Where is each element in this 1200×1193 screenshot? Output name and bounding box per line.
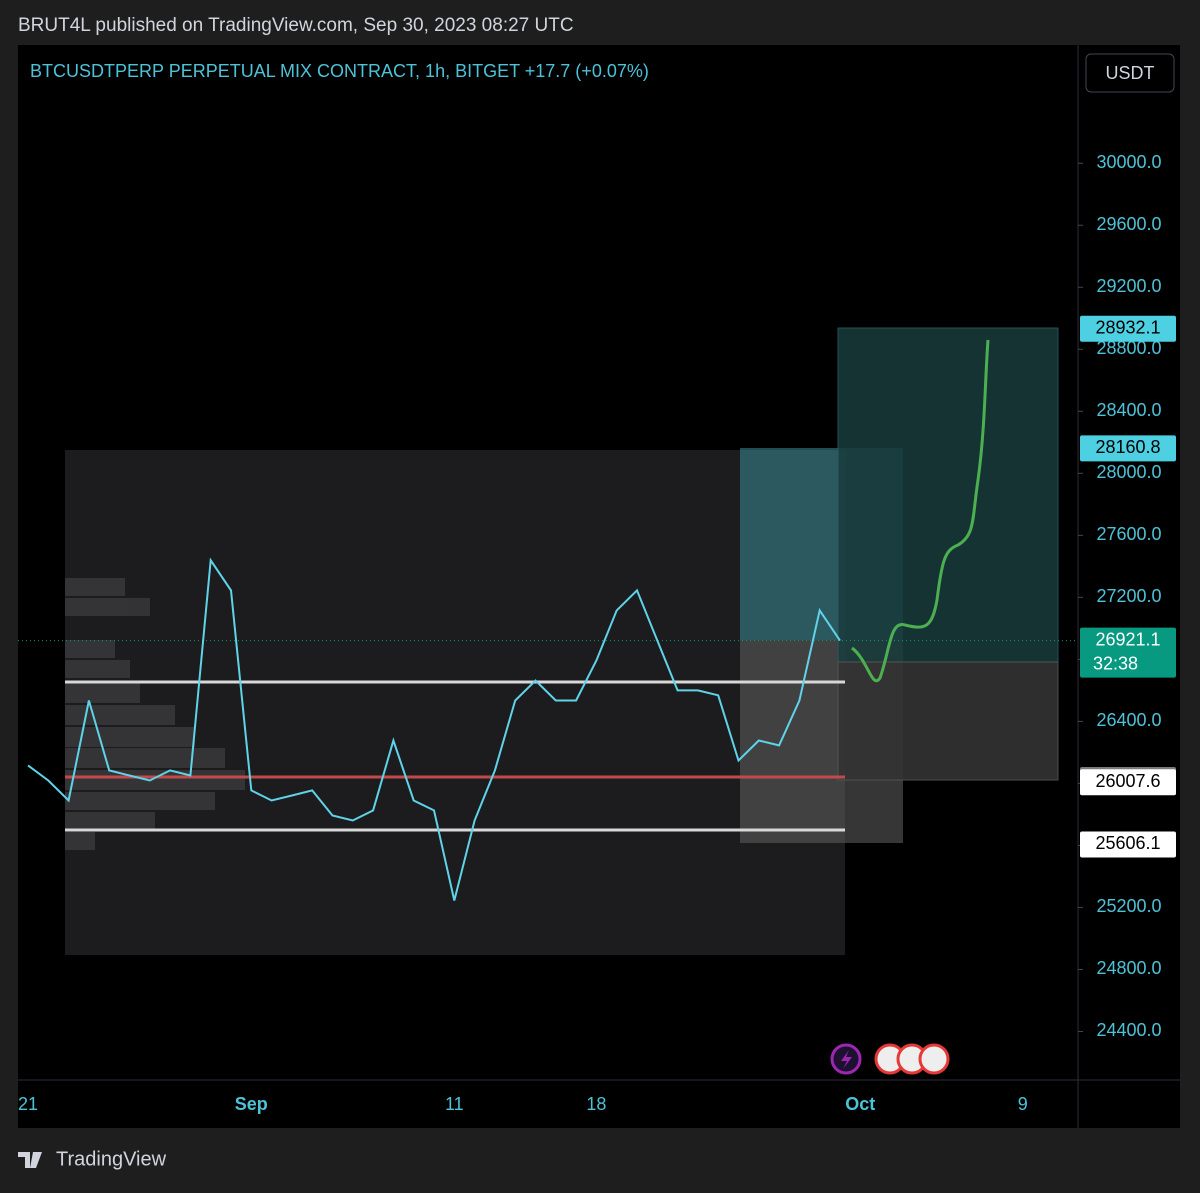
stop-zone <box>837 661 1059 781</box>
y-tick-label: 24800.0 <box>1096 958 1161 978</box>
y-tick-label: 25200.0 <box>1096 896 1161 916</box>
y-tick-label: 28800.0 <box>1096 338 1161 358</box>
price-label-box <box>1080 769 1176 796</box>
price-label-box <box>1080 315 1176 342</box>
logo <box>18 1152 42 1168</box>
projection-path <box>851 339 990 683</box>
y-tick-label: 29600.0 <box>1096 214 1161 234</box>
last-price-label: 26921.1 <box>1095 629 1160 649</box>
countdown-label: 32:38 <box>1093 653 1138 673</box>
price-label: 28160.8 <box>1095 437 1160 457</box>
price-label-box <box>1080 831 1176 858</box>
volume-profile-box <box>65 450 845 955</box>
event-icon <box>841 1050 852 1069</box>
y-tick-label: 28400.0 <box>1096 400 1161 420</box>
last-price-box <box>1080 627 1176 678</box>
event-icon[interactable] <box>918 1043 950 1075</box>
price-label: 28932.1 <box>1095 318 1160 338</box>
y-tick-label: 30000.0 <box>1096 152 1161 172</box>
target-zone <box>837 327 1059 663</box>
volume-profile <box>65 578 245 850</box>
y-tick-label: 26400.0 <box>1096 710 1161 730</box>
price-label-box <box>1080 435 1176 462</box>
currency-label[interactable]: USDT <box>1106 63 1155 83</box>
symbol-title: BTCUSDTPERP PERPETUAL MIX CONTRACT, 1h, … <box>30 61 649 81</box>
x-tick-label: Sep <box>235 1094 268 1114</box>
y-tick-label: 27200.0 <box>1096 586 1161 606</box>
price-label: 26007.6 <box>1095 771 1160 791</box>
x-tick-label: 11 <box>445 1094 464 1114</box>
price-line <box>27 557 841 901</box>
y-tick-label: 24400.0 <box>1096 1020 1161 1040</box>
x-tick-label: 18 <box>586 1094 606 1114</box>
footer-brand: TradingView <box>56 1148 167 1170</box>
currency-button[interactable] <box>1085 53 1175 93</box>
y-tick-label: 27600.0 <box>1096 524 1161 544</box>
x-tick-label: 9 <box>1018 1094 1028 1114</box>
byline: BRUT4L published on TradingView.com, Sep… <box>18 15 574 36</box>
x-tick-label: 21 <box>18 1094 38 1114</box>
y-tick-label: 28000.0 <box>1096 462 1161 482</box>
price-label: 25606.1 <box>1095 833 1160 853</box>
y-tick-label: 29200.0 <box>1096 276 1161 296</box>
x-tick-label: Oct <box>845 1094 875 1114</box>
